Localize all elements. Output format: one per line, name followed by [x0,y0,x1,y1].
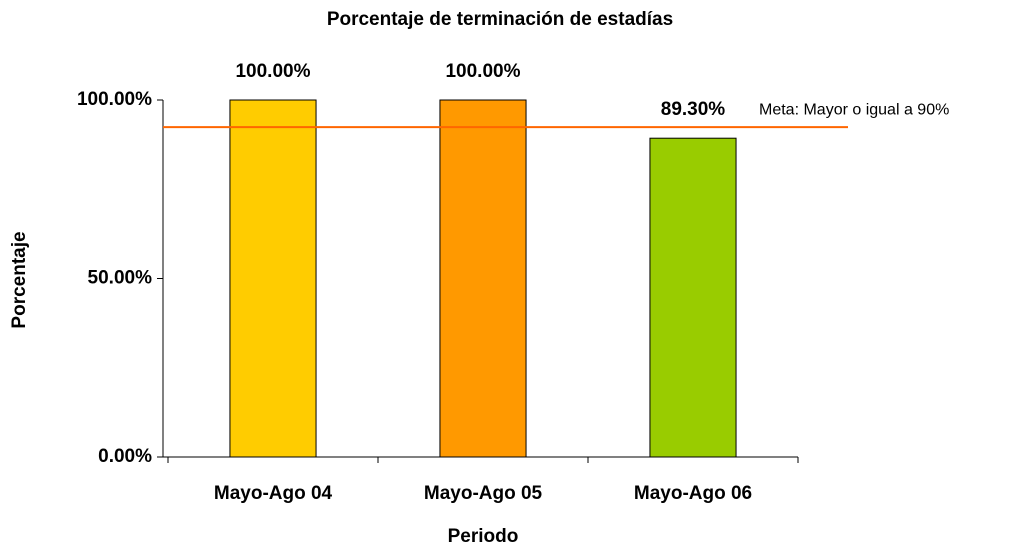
y-axis-label: Porcentaje [9,231,30,328]
x-axis-label: Periodo [448,526,519,547]
x-tick-label: Mayo-Ago 06 [634,483,752,504]
x-tick-label: Mayo-Ago 04 [214,483,333,504]
bar [439,99,527,458]
bar [649,137,737,458]
chart-title: Porcentaje de terminación de estadías [327,9,673,30]
y-tick-label: 50.00% [88,268,153,289]
y-tick-label: 100.00% [77,89,152,110]
y-tick-label: 0.00% [98,446,152,467]
target-label: Meta: Mayor o igual a 90% [759,101,949,118]
data-label: 100.00% [445,61,520,82]
x-tick-label: Mayo-Ago 05 [424,483,543,504]
data-label: 89.30% [661,99,726,120]
bar [229,99,317,458]
data-label: 100.00% [235,61,310,82]
